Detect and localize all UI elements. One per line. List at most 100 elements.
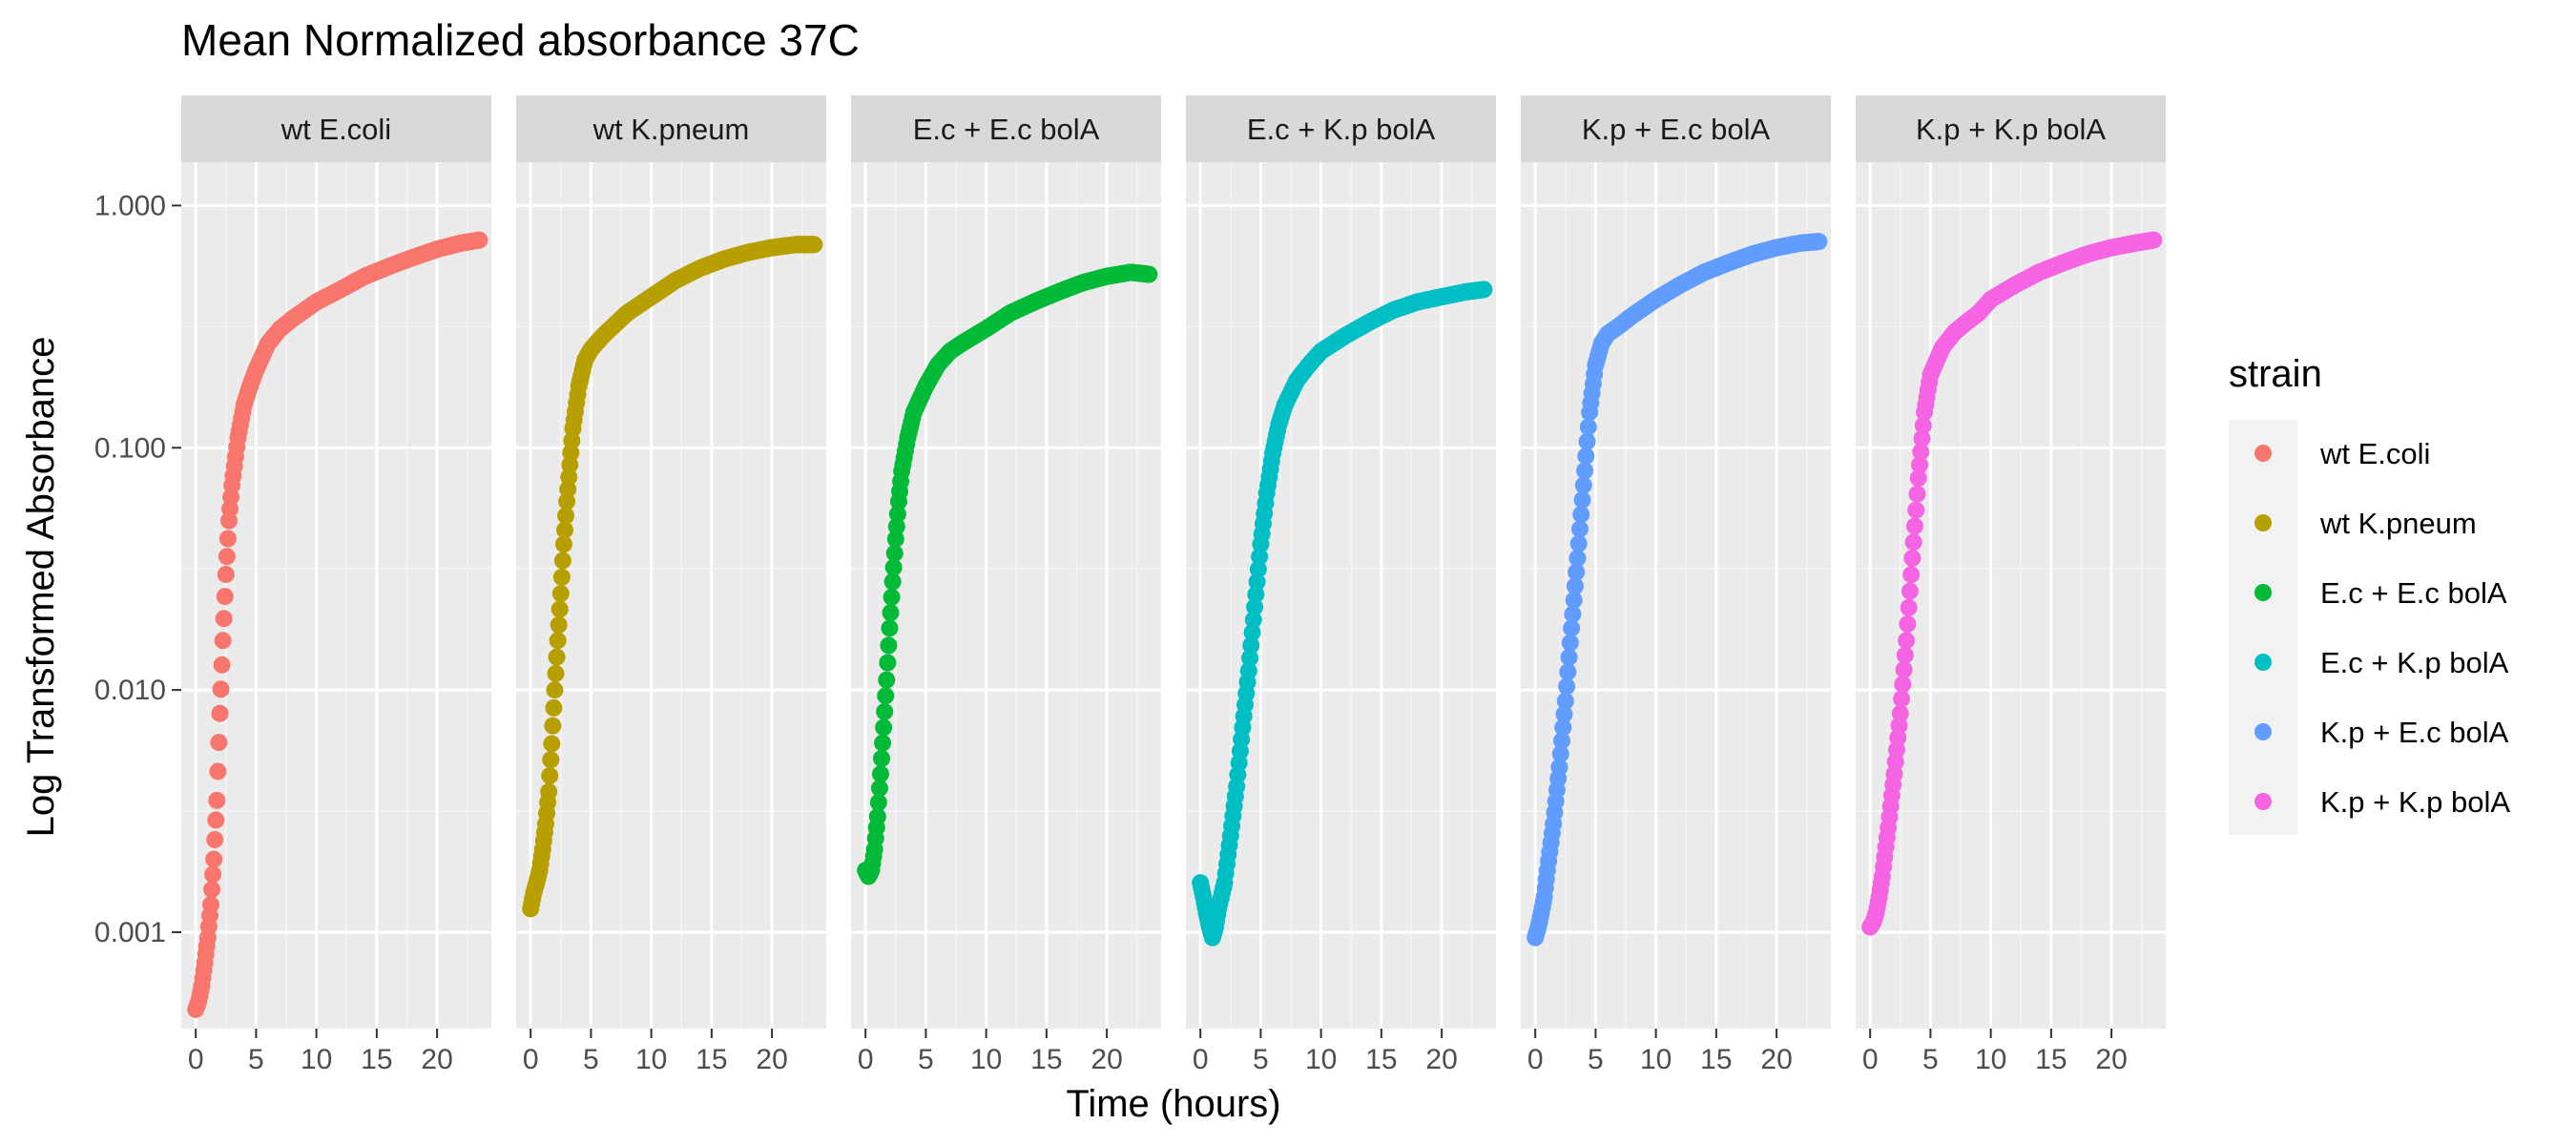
data-point [1558,677,1576,696]
x-tick-label: 0 [1862,1044,1879,1075]
facet-strip [1856,95,2166,162]
x-tick-label: 0 [858,1044,874,1075]
data-point [1251,548,1269,566]
data-point [470,231,488,249]
data-point [1242,636,1260,655]
legend-label: K.p + K.p bolA [2320,785,2510,819]
x-tick-label: 5 [1922,1044,1939,1075]
facet-panel: K.p + E.c bolA 0 5 10 15 20 [1521,95,1831,1075]
data-point [1248,572,1266,591]
data-point [880,636,898,655]
data-point [211,704,229,722]
data-point [869,793,887,811]
data-point [1908,485,1926,503]
x-tick-label: 0 [188,1044,204,1075]
data-point [874,734,892,752]
data-point [1243,623,1261,641]
data-point [877,687,895,705]
data-point [544,717,562,735]
facet-strip [1521,95,1831,162]
data-point [1909,468,1927,487]
data-series [522,236,823,918]
data-point [1247,586,1265,604]
x-tick-label: 15 [696,1044,727,1075]
x-tick-label: 5 [1253,1044,1269,1075]
x-tick-label: 5 [918,1044,934,1075]
y-axis: 0.001 0.010 0.100 1.000 [94,190,181,948]
data-point [210,734,228,752]
data-point [1810,233,1828,251]
data-point [553,552,571,570]
data-point [542,751,560,769]
x-tick-label: 5 [248,1044,264,1075]
x-tick-label: 10 [1305,1044,1337,1075]
data-point [1565,591,1583,609]
x-tick-label: 15 [1030,1044,1062,1075]
data-point [1244,611,1262,629]
data-point [1900,598,1918,616]
x-tick-label: 5 [583,1044,599,1075]
facet-strip-label: K.p + K.p bolA [1916,113,2106,146]
data-point [873,749,891,767]
legend-title: strain [2229,353,2322,395]
x-tick-label: 15 [1700,1044,1732,1075]
x-tick-label: 0 [1527,1044,1544,1075]
data-point [203,881,221,899]
data-point [543,735,561,753]
legend-key [2254,584,2272,601]
facet-strip [516,95,826,162]
legend-label: E.c + E.c bolA [2320,576,2507,610]
data-point [540,782,558,801]
data-point [1551,745,1569,763]
data-point [871,765,889,783]
data-point [1564,605,1582,623]
x-tick-label: 0 [523,1044,539,1075]
data-point [1475,281,1493,299]
data-point [883,588,901,606]
data-point [870,780,888,798]
data-point [206,830,224,848]
data-point [1552,732,1570,750]
x-tick-label: 20 [1425,1044,1457,1075]
data-point [885,544,904,562]
data-point [1569,534,1588,552]
data-point [878,671,896,689]
data-point [2145,231,2163,249]
x-tick-label: 20 [1091,1044,1122,1075]
x-tick-label: 10 [970,1044,1002,1075]
data-point [218,530,237,548]
y-axis-title: Log Transformed Absorbance [20,337,62,838]
data-point [1904,533,1922,552]
data-point [1239,662,1257,680]
facet-strip-label: E.c + E.c bolA [913,113,1100,146]
chart-title: Mean Normalized absorbance 37C [181,15,860,65]
data-point [1568,550,1587,568]
y-tick-label: 0.100 [94,432,166,464]
x-tick-label: 15 [2035,1044,2067,1075]
data-point [557,507,575,525]
x-tick-label: 5 [1588,1044,1604,1075]
data-point [1912,443,1930,461]
data-point [545,698,563,717]
data-point [1241,649,1259,667]
legend-key-background [2229,420,2297,835]
data-point [1555,705,1573,723]
data-point [1903,550,1922,568]
data-point [1907,501,1925,519]
data-point [541,767,559,785]
data-point [1899,615,1917,634]
legend-key [2254,514,2272,531]
data-series [1861,231,2163,936]
data-point [1249,560,1267,578]
data-point [204,865,222,884]
legend-key [2254,445,2272,462]
data-point [1893,690,1911,708]
data-point [551,600,569,618]
facet-panel: wt E.coli 0 5 10 15 20 [181,95,491,1075]
data-point [1561,634,1579,652]
data-point [1891,704,1909,722]
x-axis-title: Time (hours) [1066,1083,1280,1125]
data-point [879,654,897,672]
data-point [551,585,570,603]
data-point [547,664,565,682]
